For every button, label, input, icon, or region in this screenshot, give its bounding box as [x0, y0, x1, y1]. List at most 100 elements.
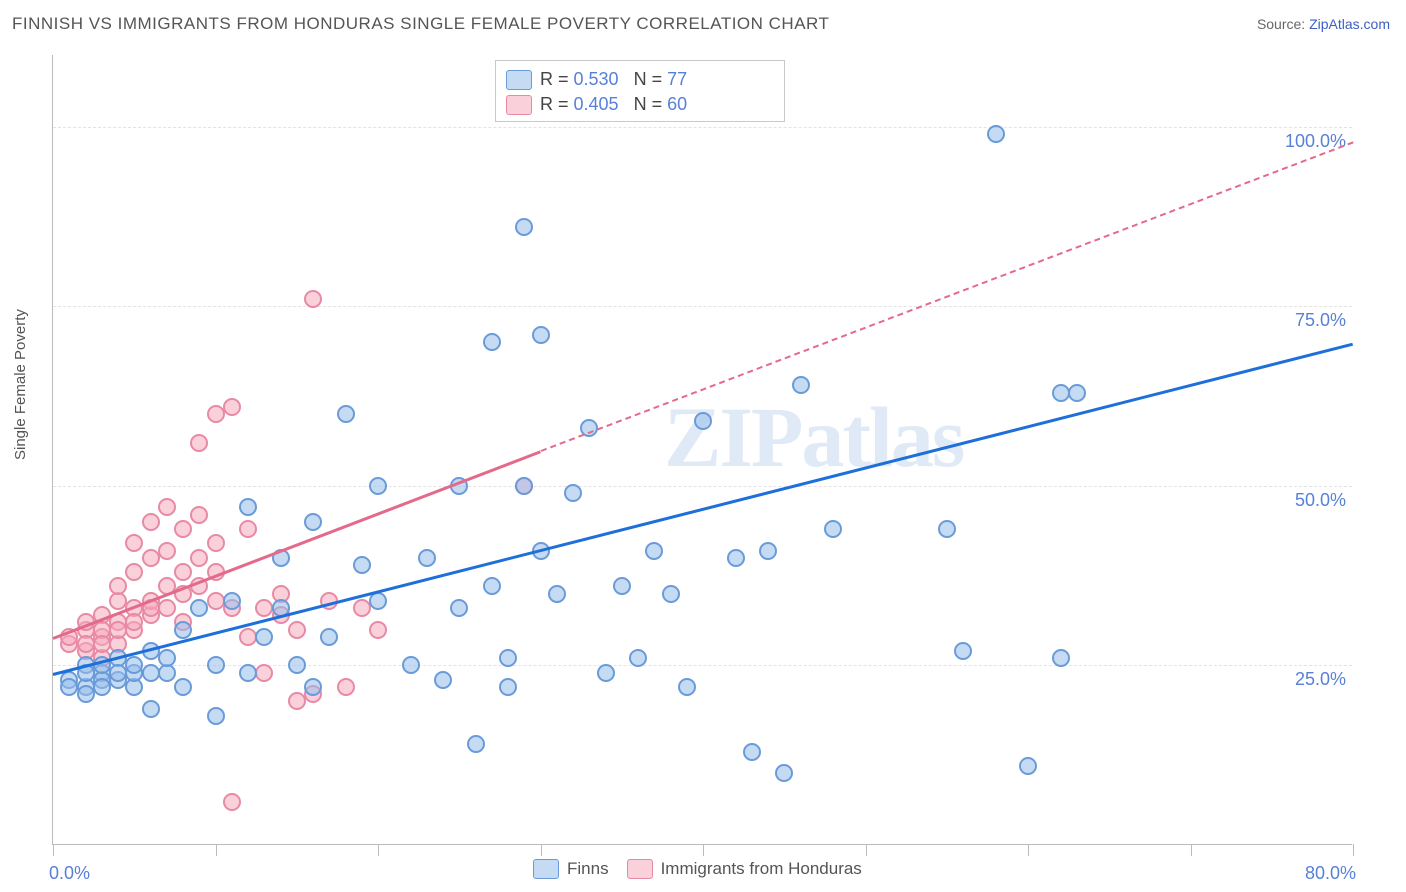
x-tick-label-left: 0.0% — [49, 863, 90, 884]
y-tick-label: 75.0% — [1295, 310, 1346, 331]
scatter-point-finns — [353, 556, 371, 574]
scatter-point-finns — [792, 376, 810, 394]
gridline-h — [53, 127, 1352, 128]
scatter-point-finns — [1068, 384, 1086, 402]
scatter-point-finns — [320, 628, 338, 646]
scatter-point-honduras — [223, 793, 241, 811]
scatter-point-honduras — [369, 621, 387, 639]
scatter-point-finns — [174, 678, 192, 696]
scatter-point-finns — [239, 498, 257, 516]
scatter-point-finns — [694, 412, 712, 430]
scatter-point-finns — [1052, 649, 1070, 667]
scatter-point-honduras — [255, 664, 273, 682]
scatter-point-finns — [142, 700, 160, 718]
plot-area: ZIPatlas 25.0%50.0%75.0%100.0%0.0%80.0%R… — [52, 55, 1352, 845]
scatter-point-finns — [239, 664, 257, 682]
scatter-point-honduras — [190, 434, 208, 452]
scatter-point-finns — [515, 218, 533, 236]
scatter-point-finns — [304, 678, 322, 696]
scatter-point-finns — [987, 125, 1005, 143]
legend-stats-text: R = 0.405 N = 60 — [540, 94, 687, 115]
scatter-point-finns — [207, 707, 225, 725]
y-axis-label: Single Female Poverty — [12, 309, 29, 460]
x-tick-mark — [866, 844, 867, 856]
trend-line — [540, 141, 1353, 452]
scatter-point-finns — [60, 678, 78, 696]
scatter-point-honduras — [109, 577, 127, 595]
scatter-point-finns — [678, 678, 696, 696]
x-tick-mark — [541, 844, 542, 856]
x-tick-mark — [216, 844, 217, 856]
scatter-point-finns — [402, 656, 420, 674]
scatter-point-honduras — [174, 520, 192, 538]
scatter-point-finns — [645, 542, 663, 560]
scatter-point-finns — [954, 642, 972, 660]
source-link[interactable]: ZipAtlas.com — [1309, 16, 1390, 32]
legend-swatch — [506, 70, 532, 90]
scatter-point-finns — [499, 678, 517, 696]
stats-legend-row: R = 0.405 N = 60 — [506, 92, 774, 117]
scatter-point-finns — [158, 649, 176, 667]
scatter-point-finns — [288, 656, 306, 674]
scatter-point-finns — [1019, 757, 1037, 775]
scatter-point-finns — [775, 764, 793, 782]
scatter-point-finns — [174, 621, 192, 639]
legend-stats-text: R = 0.530 N = 77 — [540, 69, 687, 90]
legend-swatch — [506, 95, 532, 115]
legend-item: Finns — [533, 859, 609, 879]
scatter-point-finns — [613, 577, 631, 595]
scatter-point-honduras — [93, 635, 111, 653]
scatter-point-finns — [434, 671, 452, 689]
legend-label: Finns — [567, 859, 609, 879]
scatter-point-honduras — [207, 534, 225, 552]
scatter-point-honduras — [337, 678, 355, 696]
scatter-point-finns — [759, 542, 777, 560]
scatter-point-honduras — [190, 549, 208, 567]
stats-legend: R = 0.530 N = 77 R = 0.405 N = 60 — [495, 60, 785, 122]
scatter-point-finns — [824, 520, 842, 538]
scatter-point-finns — [190, 599, 208, 617]
scatter-point-finns — [142, 664, 160, 682]
scatter-point-honduras — [158, 542, 176, 560]
series-legend: Finns Immigrants from Honduras — [533, 859, 862, 879]
gridline-h — [53, 486, 1352, 487]
x-tick-mark — [378, 844, 379, 856]
legend-item: Immigrants from Honduras — [627, 859, 862, 879]
scatter-point-honduras — [158, 599, 176, 617]
scatter-point-honduras — [190, 506, 208, 524]
x-tick-mark — [1028, 844, 1029, 856]
x-tick-mark — [1353, 844, 1354, 856]
scatter-point-finns — [515, 477, 533, 495]
scatter-point-finns — [369, 477, 387, 495]
scatter-point-finns — [109, 664, 127, 682]
x-tick-mark — [703, 844, 704, 856]
scatter-point-finns — [255, 628, 273, 646]
scatter-point-finns — [207, 656, 225, 674]
scatter-point-finns — [727, 549, 745, 567]
scatter-point-honduras — [142, 513, 160, 531]
scatter-point-finns — [548, 585, 566, 603]
scatter-point-finns — [662, 585, 680, 603]
scatter-point-finns — [483, 577, 501, 595]
scatter-point-honduras — [288, 621, 306, 639]
scatter-point-finns — [450, 599, 468, 617]
scatter-point-finns — [418, 549, 436, 567]
scatter-point-finns — [304, 513, 322, 531]
x-tick-label-right: 80.0% — [1305, 863, 1356, 884]
scatter-point-honduras — [239, 520, 257, 538]
y-tick-label: 25.0% — [1295, 669, 1346, 690]
chart-container: FINNISH VS IMMIGRANTS FROM HONDURAS SING… — [0, 0, 1406, 892]
watermark: ZIPatlas — [664, 387, 963, 487]
source-prefix: Source: — [1257, 16, 1309, 32]
scatter-point-honduras — [125, 613, 143, 631]
scatter-point-honduras — [125, 563, 143, 581]
x-tick-mark — [1191, 844, 1192, 856]
scatter-point-honduras — [158, 498, 176, 516]
scatter-point-finns — [743, 743, 761, 761]
scatter-point-finns — [597, 664, 615, 682]
scatter-point-finns — [938, 520, 956, 538]
scatter-point-finns — [223, 592, 241, 610]
scatter-point-finns — [467, 735, 485, 753]
scatter-point-finns — [532, 326, 550, 344]
legend-swatch — [533, 859, 559, 879]
